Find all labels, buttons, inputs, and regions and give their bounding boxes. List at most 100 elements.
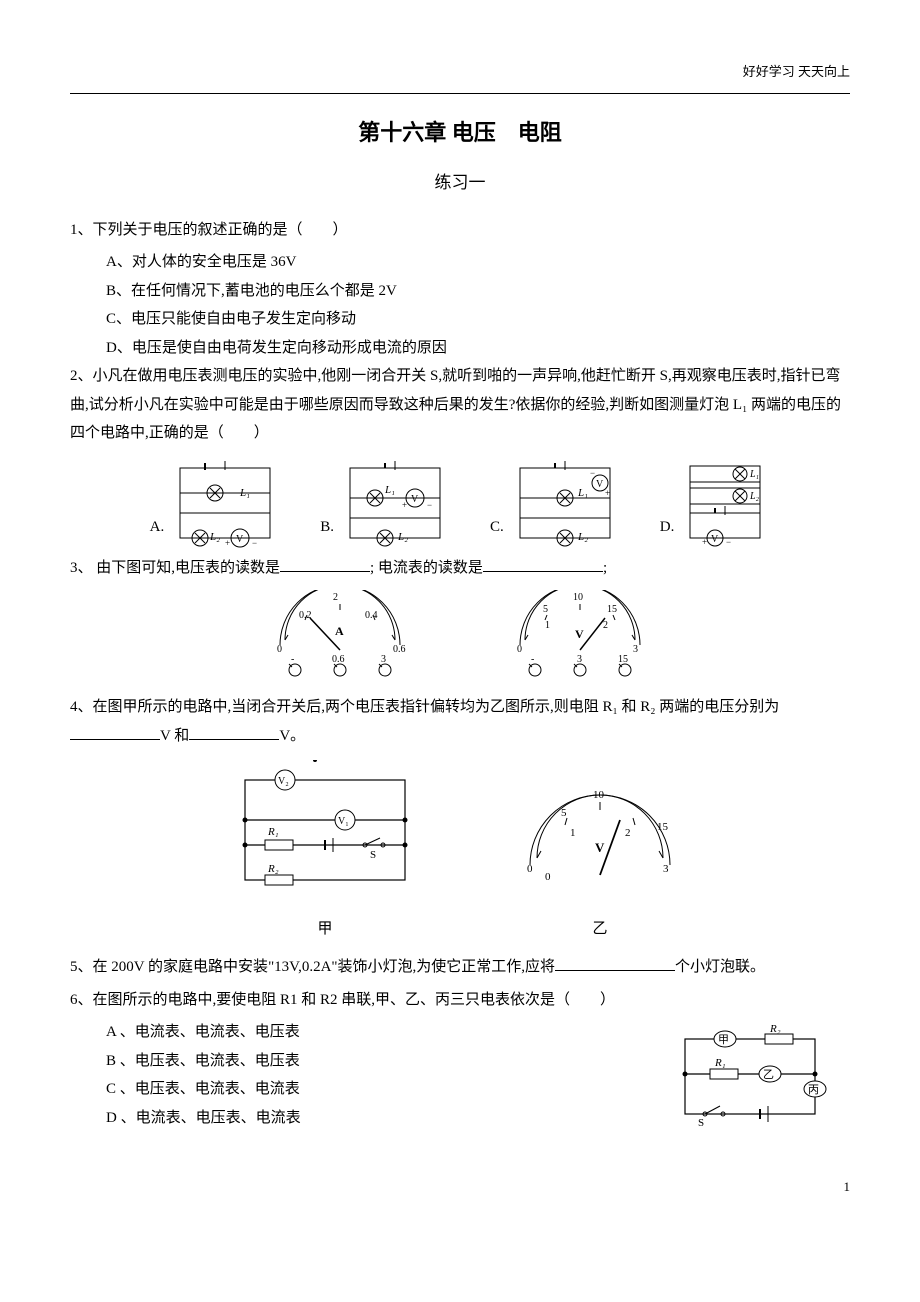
q1-option-b: B、在任何情况下,蓄电池的电压么个都是 2V	[70, 277, 850, 306]
svg-text:甲: 甲	[718, 1034, 729, 1046]
svg-text:5: 5	[543, 604, 548, 615]
svg-text:0.6: 0.6	[393, 644, 406, 655]
q4-text-mid: V 和	[160, 728, 189, 744]
svg-text:−: −	[726, 537, 731, 547]
svg-text:L₁: L₁	[239, 487, 250, 499]
svg-text:3: 3	[663, 863, 669, 875]
svg-text:+: +	[402, 500, 407, 510]
svg-text:乙: 乙	[763, 1068, 774, 1081]
svg-text:V: V	[236, 534, 244, 545]
svg-text:2: 2	[625, 827, 631, 839]
q2-label-a: A.	[150, 513, 165, 542]
q4-figures: V₂ V₁ R₁ S R₂ 甲 0 5 10 15 0 1	[70, 760, 850, 943]
q4-caption-left: 甲	[225, 915, 425, 944]
svg-text:丙: 丙	[808, 1084, 819, 1096]
svg-text:A: A	[335, 624, 344, 638]
ammeter-icon: 0 0.2 0.4 0.6 2 A - 0.6 3	[255, 590, 425, 685]
svg-text:10: 10	[593, 789, 605, 801]
q4-text-post: V。	[279, 728, 305, 744]
circuit-a-icon: L₁ L₂ V + −	[170, 458, 280, 548]
svg-text:−: −	[252, 538, 257, 548]
svg-text:V: V	[711, 534, 719, 545]
svg-text:+: +	[702, 537, 707, 547]
svg-text:R₁: R₁	[714, 1057, 726, 1069]
svg-text:10: 10	[573, 592, 583, 603]
svg-text:0: 0	[277, 644, 282, 655]
q1-option-d: D、电压是使自由电荷发生定向移动形成电流的原因	[70, 334, 850, 363]
q6-circuit-icon: 甲 R₂ R₁ 乙 丙 S	[670, 1024, 830, 1134]
q4-text-pre: 4、在图甲所示的电路中,当闭合开关后,两个电压表指针偏转均为乙图所示,则电阻 R…	[70, 699, 779, 715]
svg-text:V: V	[596, 479, 604, 490]
svg-text:S: S	[698, 1117, 704, 1129]
page-number: 1	[70, 1175, 850, 1200]
svg-text:R₁: R₁	[267, 826, 279, 838]
svg-text:0.2: 0.2	[299, 610, 312, 621]
q3-text-post: ;	[603, 560, 607, 576]
svg-text:15: 15	[657, 821, 669, 833]
q2-label-d: D.	[660, 513, 675, 542]
svg-text:R₂: R₂	[769, 1024, 781, 1035]
q4-blank-2	[189, 722, 279, 740]
svg-text:S: S	[370, 849, 376, 861]
q3-text-mid: ; 电流表的读数是	[370, 560, 483, 576]
svg-text:2: 2	[603, 620, 608, 631]
q5-blank	[555, 953, 675, 971]
svg-text:+: +	[605, 488, 610, 498]
q3-meters: 0 0.2 0.4 0.6 2 A - 0.6 3 0 5 10 15 1 2 …	[70, 590, 850, 685]
svg-text:3: 3	[381, 654, 386, 665]
q5-stem: 5、在 200V 的家庭电路中安装"13V,0.2A"装饰小灯泡,为使它正常工作…	[70, 953, 850, 982]
q6-body: A 、电流表、电流表、电压表 B 、电压表、电流表、电压表 C 、电压表、电流表…	[70, 1018, 850, 1145]
q3-blank-2	[483, 554, 603, 572]
svg-text:2: 2	[333, 592, 338, 603]
q2-circuits: A. L₁ L₂ V +− B. L₁ V +− L₂	[70, 458, 850, 548]
circuit-b-icon: L₁ V + − L₂	[340, 458, 450, 548]
q1-option-c: C、电压只能使自由电子发生定向移动	[70, 305, 850, 334]
header-rule	[70, 93, 850, 94]
q2-stem: 2、小凡在做用电压表测电压的实验中,他刚一闭合开关 S,就听到啪的一声异响,他赶…	[70, 362, 850, 448]
svg-text:L₂: L₂	[397, 531, 408, 543]
svg-text:V₁: V₁	[338, 816, 349, 827]
svg-text:V: V	[411, 494, 419, 505]
svg-text:1: 1	[570, 827, 576, 839]
q1-option-a: A、对人体的安全电压是 36V	[70, 248, 850, 277]
svg-text:L₂: L₂	[209, 531, 220, 543]
svg-text:0.6: 0.6	[332, 654, 345, 665]
exercise-subtitle: 练习一	[70, 167, 850, 199]
q4-caption-right: 乙	[505, 915, 695, 944]
q4-stem: 4、在图甲所示的电路中,当闭合开关后,两个电压表指针偏转均为乙图所示,则电阻 R…	[70, 693, 850, 750]
svg-text:3: 3	[577, 654, 582, 665]
circuit-d-icon: L₁ L₂ V +−	[680, 458, 770, 548]
q2-label-b: B.	[320, 513, 334, 542]
svg-text:V₂: V₂	[278, 776, 289, 787]
page-header-right: 好好学习 天天向上	[70, 60, 850, 85]
chapter-title: 第十六章 电压 电阻	[70, 112, 850, 154]
svg-text:L₂: L₂	[749, 491, 760, 502]
q1-stem: 1、下列关于电压的叙述正确的是（ ）	[70, 216, 850, 245]
svg-text:5: 5	[561, 807, 567, 819]
voltmeter-icon: 0 5 10 15 1 2 3 V - 3 15	[495, 590, 665, 685]
q6-option-d: D 、电流表、电压表、电流表	[70, 1104, 670, 1133]
circuit-c-icon: L₁ V +− L₂	[510, 458, 620, 548]
svg-text:−: −	[590, 468, 595, 478]
svg-text:0: 0	[527, 863, 533, 875]
svg-text:V: V	[595, 840, 605, 855]
q3-stem: 3、 由下图可知,电压表的读数是; 电流表的读数是;	[70, 554, 850, 583]
svg-text:0: 0	[517, 644, 522, 655]
svg-text:15: 15	[607, 604, 617, 615]
q2-label-c: C.	[490, 513, 504, 542]
q6-option-a: A 、电流表、电流表、电压表	[70, 1018, 670, 1047]
svg-text:-: -	[531, 654, 534, 665]
svg-text:+: +	[225, 538, 230, 548]
svg-text:L₂: L₂	[577, 531, 588, 543]
q6-stem: 6、在图所示的电路中,要使电阻 R1 和 R2 串联,甲、乙、丙三只电表依次是（…	[70, 986, 850, 1015]
q3-blank-1	[280, 554, 370, 572]
q4-blank-1	[70, 722, 160, 740]
q6-option-b: B 、电压表、电流表、电压表	[70, 1047, 670, 1076]
q5-text-post: 个小灯泡联。	[675, 959, 765, 975]
svg-text:-: -	[291, 654, 294, 665]
svg-text:−: −	[427, 500, 432, 510]
q6-option-c: C 、电压表、电流表、电流表	[70, 1075, 670, 1104]
svg-text:3: 3	[633, 644, 638, 655]
svg-text:0: 0	[545, 871, 551, 883]
svg-text:L₁: L₁	[384, 484, 395, 496]
